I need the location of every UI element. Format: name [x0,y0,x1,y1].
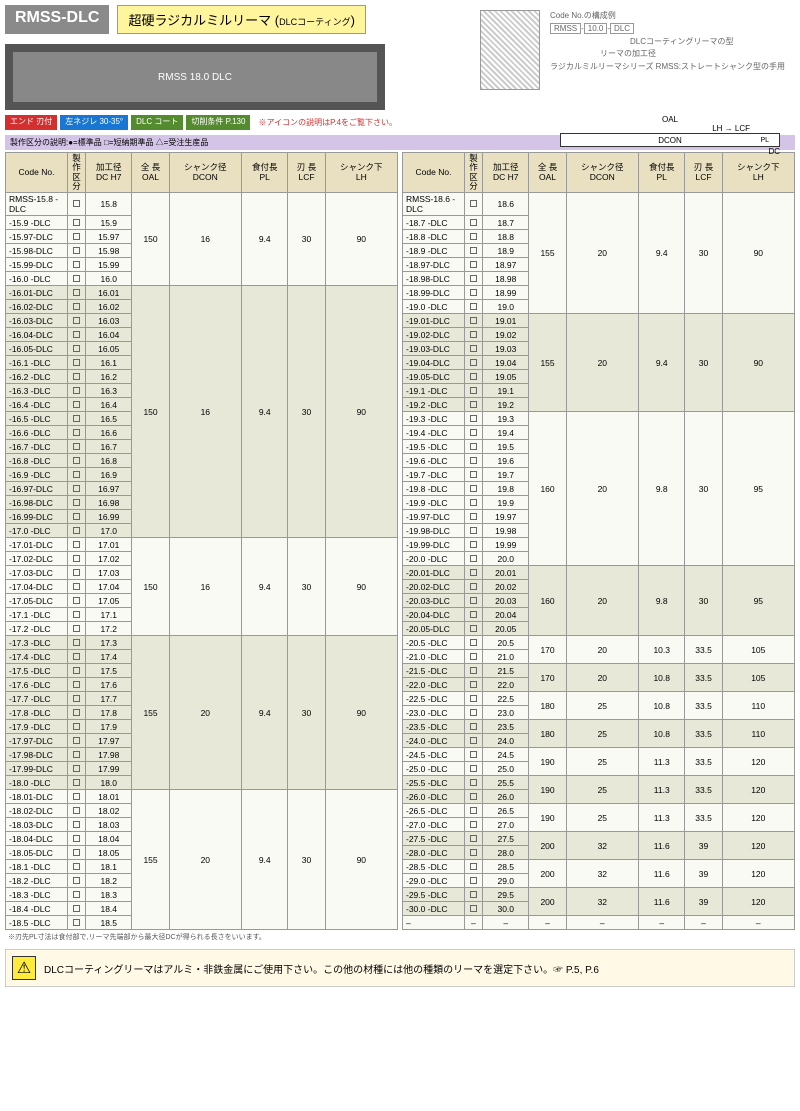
warning-icon: ⚠ [12,956,36,980]
coating-badge: DLC コート [131,115,183,130]
spec-table-right: Code No.製作区分加工径DC H7全 長OALシャンク径DCON食付長PL… [402,152,795,930]
footer-warning: ⚠ DLCコーティングリーマはアルミ・非鉄金属にご使用下さい。この他の材種には他… [5,949,795,987]
conditions-badge: 切削条件 P.130 [186,115,250,130]
cross-section-diagram [480,10,540,90]
code-structure-labels: Code No.の構成例 RMSS-10.0-DLC DLCコーティングリーマの… [550,10,785,90]
product-code: RMSS-DLC [5,5,109,34]
product-image: RMSS 18.0 DLC [5,44,385,110]
spec-table-left: Code No.製作区分加工径DC H7全 長OALシャンク径DCON食付長PL… [5,152,398,930]
footer-text: DLCコーティングリーマはアルミ・非鉄金属にご使用下さい。この他の材種には他の種… [44,961,599,976]
helix-badge: 左ネジレ 30-35° [60,115,128,130]
tool-dimension-diagram: OAL LH → LCF DCONPL DC [560,115,780,156]
product-title: 超硬ラジカルミルリーマ (DLCコーティング) [117,5,366,34]
dimension-footnote: ※刃先PL寸法は食付部で,リーマ先端部から最大径DCが得られる長さをいいます。 [0,930,800,944]
endmill-badge: エンド 刃付 [5,115,57,130]
icon-note: ※アイコンの説明はP.4をご覧下さい。 [253,115,402,130]
